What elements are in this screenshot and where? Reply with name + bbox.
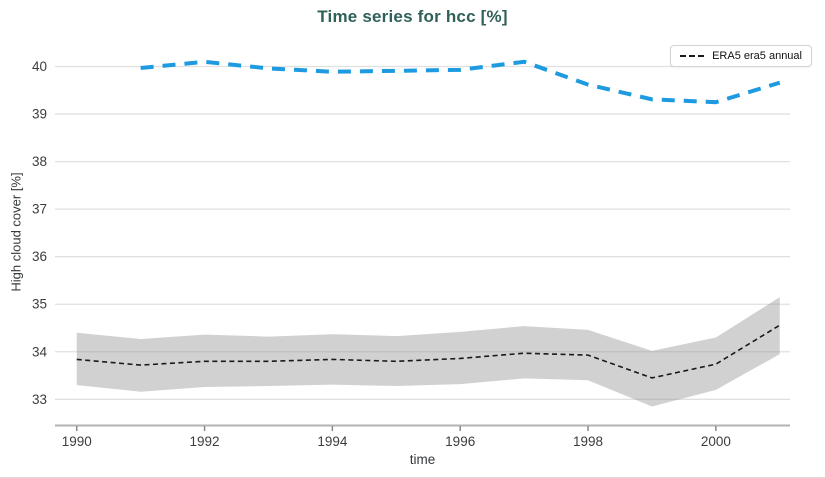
chart-title: Time series for hcc [%] — [317, 7, 508, 26]
x-tick-label: 1998 — [573, 434, 603, 449]
x-axis-label: time — [409, 452, 436, 467]
legend[interactable]: ERA5 era5 annual — [670, 45, 812, 67]
y-tick-label: 33 — [32, 392, 47, 407]
y-tick-label: 35 — [32, 297, 47, 312]
x-tick-label: 1996 — [445, 434, 475, 449]
series-line-blue-dashed-series — [140, 59, 781, 105]
y-tick-label: 39 — [32, 107, 47, 122]
series-line-era5-annual — [76, 324, 781, 379]
y-tick-label: 37 — [32, 202, 47, 217]
y-tick-label: 34 — [32, 344, 48, 359]
x-tick-label: 1994 — [317, 434, 348, 449]
uncertainty-band — [76, 297, 780, 407]
y-tick-label: 38 — [32, 154, 47, 169]
y-tick-label: 40 — [32, 59, 47, 74]
x-tick-label: 2000 — [701, 434, 731, 449]
legend-dashed-line-icon — [680, 55, 705, 57]
x-tick-label: 1990 — [62, 434, 92, 449]
x-tick-label: 1992 — [190, 434, 220, 449]
legend-label: ERA5 era5 annual — [712, 50, 802, 62]
y-tick-label: 36 — [32, 249, 47, 264]
